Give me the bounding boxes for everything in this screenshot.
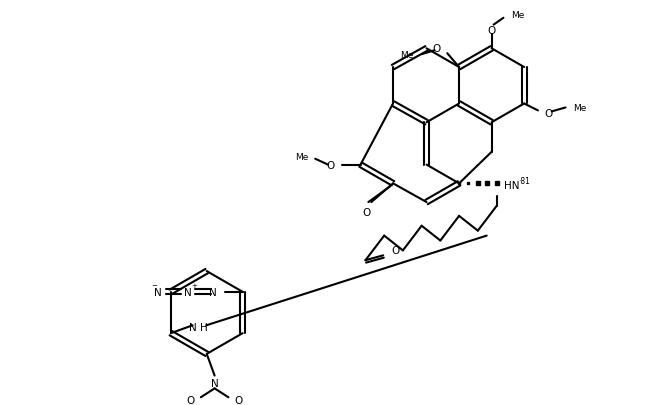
Text: O: O (432, 44, 440, 54)
Text: N: N (154, 287, 162, 297)
Text: HN: HN (504, 181, 520, 191)
Text: O: O (187, 395, 195, 405)
Text: N: N (183, 287, 191, 297)
Text: N: N (189, 322, 197, 333)
Text: Me: Me (295, 153, 308, 162)
Text: −: − (151, 282, 157, 288)
Text: O: O (234, 395, 242, 405)
Text: ·81: ·81 (518, 177, 530, 185)
Text: O: O (545, 109, 553, 119)
Text: +: + (191, 282, 197, 288)
Text: H: H (200, 322, 208, 333)
Text: Me: Me (400, 51, 414, 60)
Text: O: O (391, 246, 400, 256)
Text: Me: Me (511, 11, 525, 20)
Text: N: N (209, 287, 217, 297)
Text: O: O (326, 160, 335, 170)
Text: O: O (488, 26, 496, 36)
Text: Me: Me (573, 104, 587, 113)
Text: N: N (211, 379, 219, 388)
Text: O: O (362, 207, 370, 217)
